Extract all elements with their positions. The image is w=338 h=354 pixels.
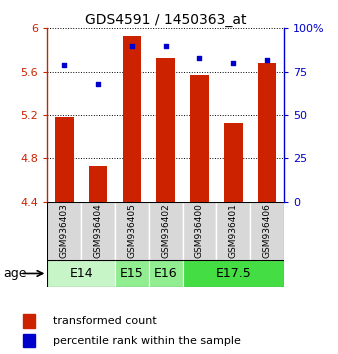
Text: age: age bbox=[3, 267, 27, 280]
Bar bbox=[23, 334, 35, 347]
Text: E17.5: E17.5 bbox=[215, 267, 251, 280]
Text: percentile rank within the sample: percentile rank within the sample bbox=[53, 336, 241, 346]
Bar bbox=[216, 202, 250, 260]
Bar bbox=[149, 260, 183, 287]
Bar bbox=[250, 202, 284, 260]
Title: GDS4591 / 1450363_at: GDS4591 / 1450363_at bbox=[85, 13, 246, 27]
Text: transformed count: transformed count bbox=[53, 316, 157, 326]
Bar bbox=[149, 202, 183, 260]
Point bbox=[95, 81, 101, 87]
Text: GSM936400: GSM936400 bbox=[195, 204, 204, 258]
Point bbox=[264, 57, 270, 62]
Text: GSM936405: GSM936405 bbox=[127, 204, 136, 258]
Bar bbox=[55, 117, 74, 202]
Text: E14: E14 bbox=[69, 267, 93, 280]
Bar bbox=[47, 202, 81, 260]
Bar bbox=[115, 260, 149, 287]
Bar bbox=[81, 202, 115, 260]
Point bbox=[163, 43, 168, 48]
Bar bbox=[23, 314, 35, 328]
Bar bbox=[156, 58, 175, 202]
Text: GSM936406: GSM936406 bbox=[263, 204, 271, 258]
Bar bbox=[183, 260, 284, 287]
Text: GSM936401: GSM936401 bbox=[229, 204, 238, 258]
Bar bbox=[224, 122, 243, 202]
Text: GSM936404: GSM936404 bbox=[94, 204, 102, 258]
Bar bbox=[89, 166, 107, 202]
Text: E16: E16 bbox=[154, 267, 177, 280]
Bar bbox=[115, 202, 149, 260]
Point bbox=[129, 43, 135, 48]
Bar bbox=[183, 202, 216, 260]
Text: E15: E15 bbox=[120, 267, 144, 280]
Text: GSM936403: GSM936403 bbox=[60, 204, 69, 258]
Point bbox=[231, 60, 236, 66]
Bar bbox=[123, 36, 141, 202]
Bar bbox=[190, 75, 209, 202]
Bar bbox=[258, 63, 276, 202]
Bar bbox=[47, 260, 115, 287]
Point bbox=[62, 62, 67, 68]
Text: GSM936402: GSM936402 bbox=[161, 204, 170, 258]
Point bbox=[197, 55, 202, 61]
